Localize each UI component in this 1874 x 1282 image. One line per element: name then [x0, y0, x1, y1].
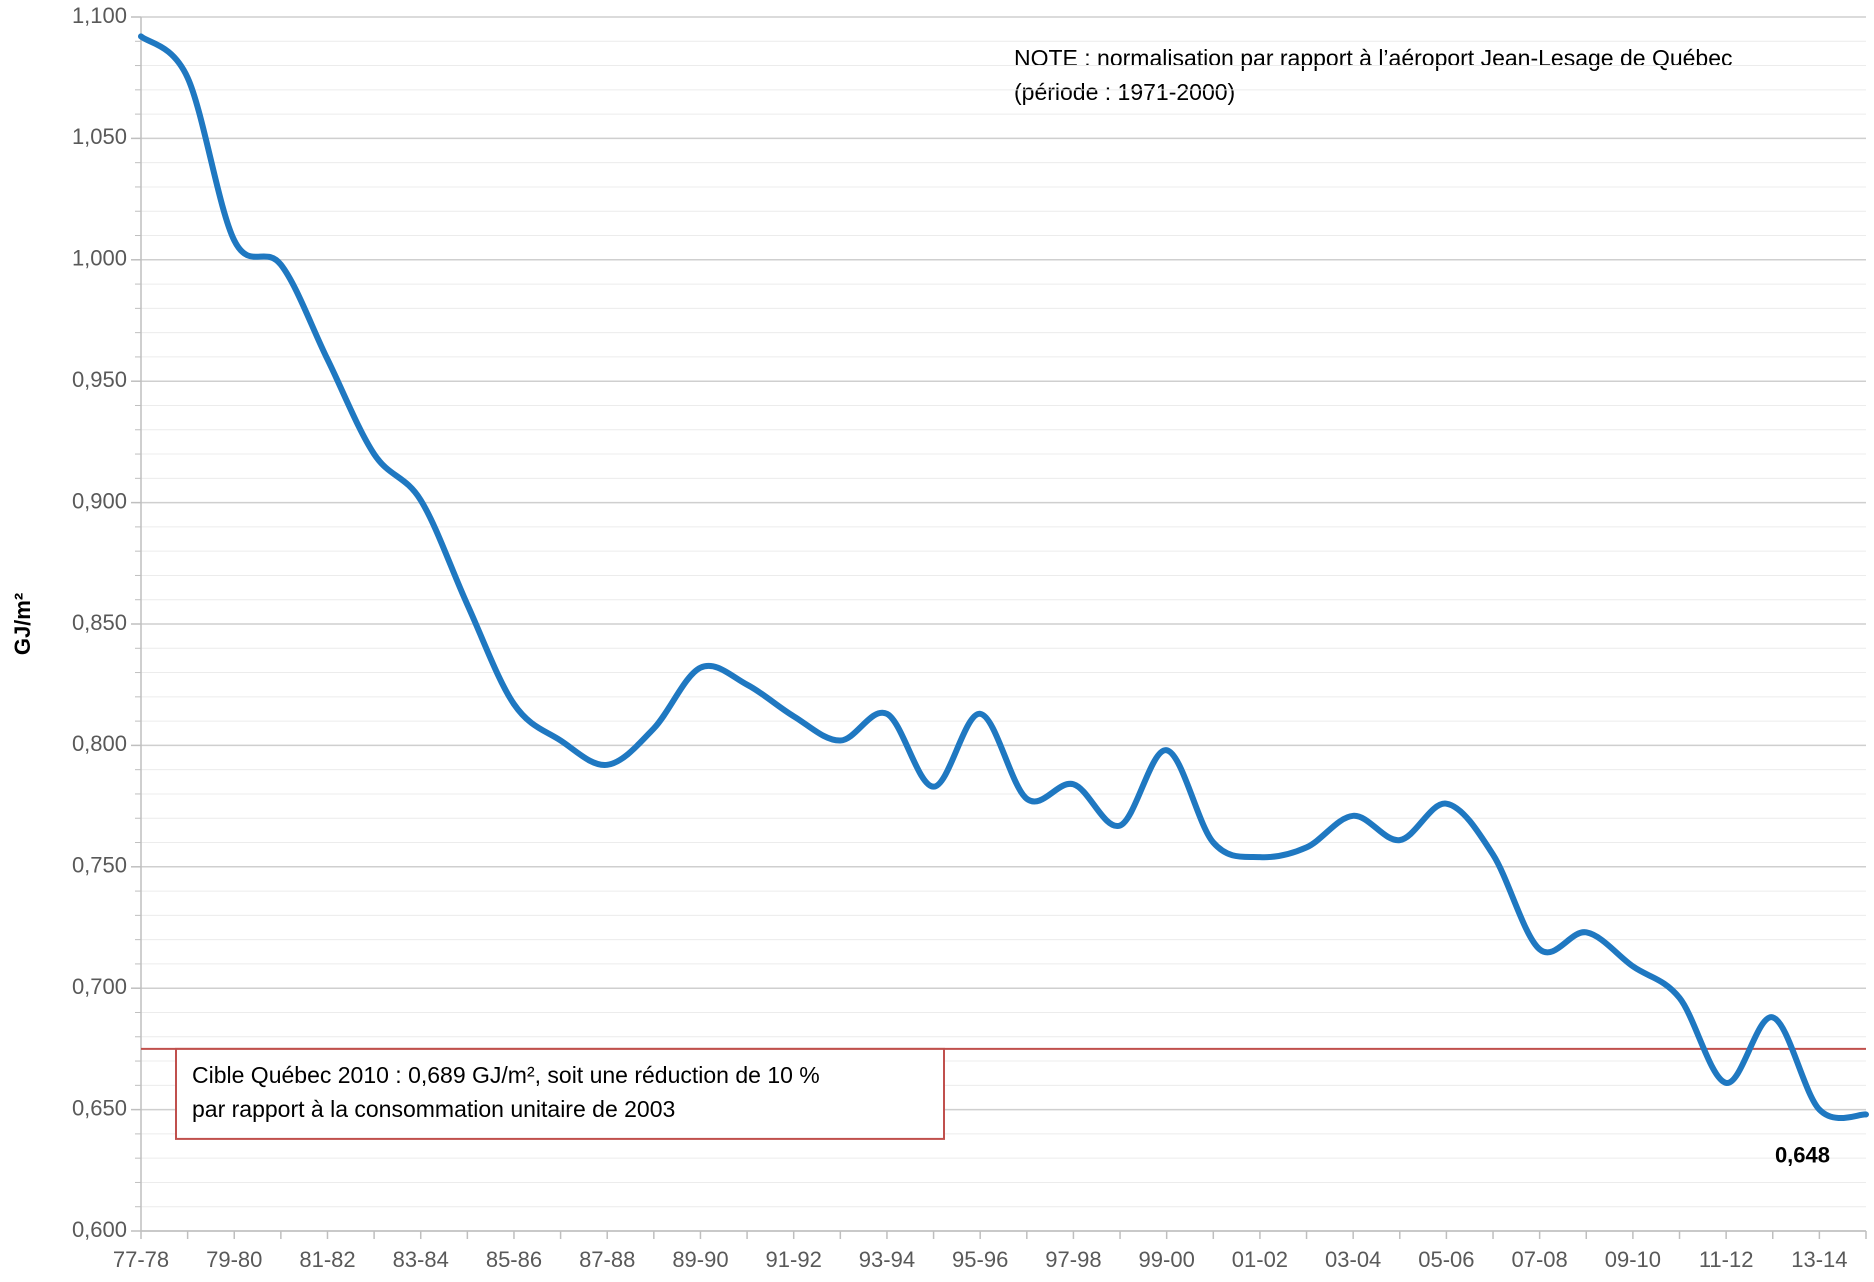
x-tick-label: 11-12: [1699, 1247, 1754, 1272]
x-tick-label: 93-94: [859, 1247, 915, 1272]
data-label: 0,648: [1775, 1142, 1830, 1167]
note-line: (période : 1971-2000): [1014, 79, 1235, 105]
y-tick-label: 0,850: [72, 610, 127, 635]
x-tick-label: 77-78: [113, 1247, 169, 1272]
x-tick-label: 87-88: [579, 1247, 635, 1272]
x-tick-label: 85-86: [486, 1247, 542, 1272]
target-text: Cible Québec 2010 : 0,689 GJ/m², soit un…: [192, 1062, 820, 1088]
x-tick-label: 89-90: [672, 1247, 728, 1272]
y-tick-label: 0,600: [72, 1217, 127, 1242]
x-tick-label: 13-14: [1791, 1247, 1847, 1272]
y-tick-label: 1,100: [72, 3, 127, 28]
y-tick-label: 0,950: [72, 367, 127, 392]
y-tick-label: 0,900: [72, 488, 127, 513]
x-tick-label: 79-80: [206, 1247, 262, 1272]
x-tick-label: 99-00: [1139, 1247, 1195, 1272]
target-box: [175, 1047, 945, 1140]
x-tick-label: 97-98: [1045, 1247, 1101, 1272]
target-text: par rapport à la consommation unitaire d…: [192, 1096, 675, 1122]
note-line: NOTE : normalisation par rapport à l’aér…: [1014, 45, 1733, 71]
x-tick-label: 09-10: [1605, 1247, 1661, 1272]
x-tick-label: 91-92: [766, 1247, 822, 1272]
x-tick-label: 01-02: [1232, 1247, 1288, 1272]
x-tick-label: 05-06: [1418, 1247, 1474, 1272]
y-tick-label: 0,700: [72, 974, 127, 999]
x-tick-label: 07-08: [1512, 1247, 1568, 1272]
y-tick-label: 1,050: [72, 124, 127, 149]
y-tick-label: 1,000: [72, 246, 127, 271]
y-tick-label: 0,650: [72, 1095, 127, 1120]
x-tick-label: 03-04: [1325, 1247, 1381, 1272]
y-tick-label: 0,750: [72, 853, 127, 878]
x-tick-label: 83-84: [393, 1247, 449, 1272]
x-tick-label: 81-82: [299, 1247, 355, 1272]
y-axis-label: GJ/m²: [10, 593, 35, 655]
x-tick-label: 95-96: [952, 1247, 1008, 1272]
y-tick-label: 0,800: [72, 731, 127, 756]
data-line: [138, 33, 1869, 1122]
